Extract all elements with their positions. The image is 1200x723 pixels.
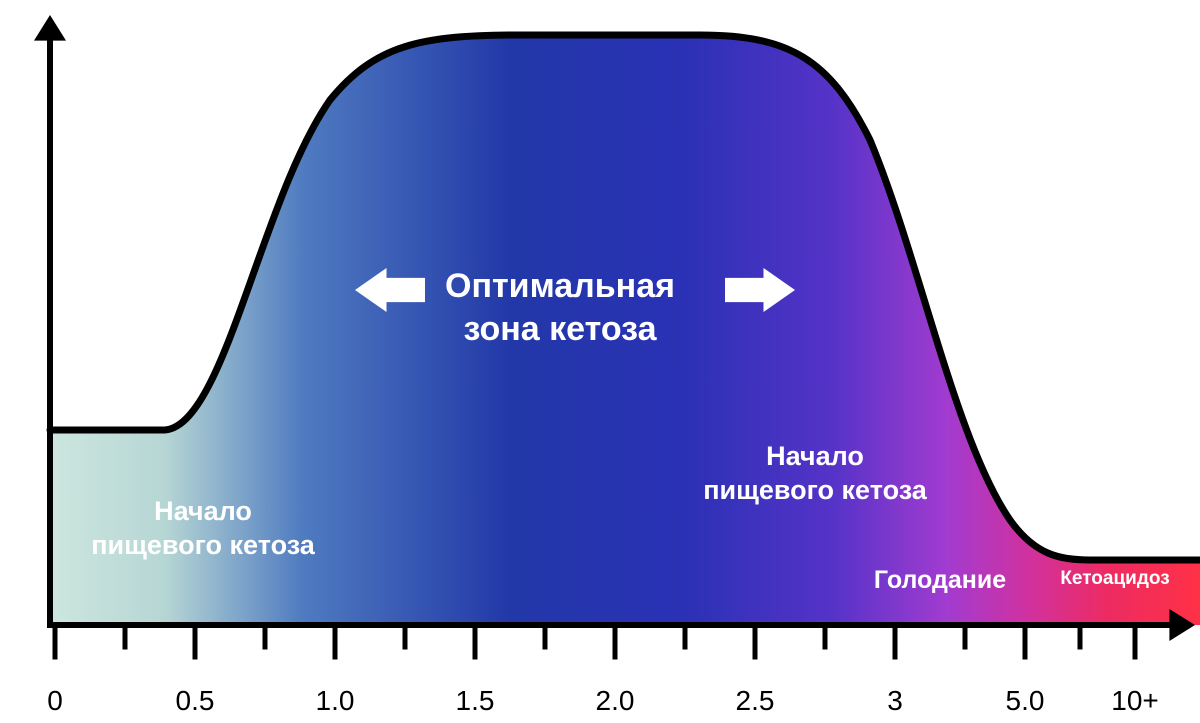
ketosis-curve-chart [0,0,1200,723]
label-start-left: Начало пищевого кетоза [53,495,353,563]
x-tick-label: 0 [47,685,63,717]
x-ticks [55,625,1135,657]
label-ketoacidosis: Кетоацидоз [1035,567,1195,591]
x-tick-label: 2.5 [736,685,775,717]
x-tick-label: 2.0 [596,685,635,717]
label-fasting: Голодание [840,565,1040,596]
label-optimal-zone: Оптимальная зона кетоза [420,265,700,350]
label-start-right: Начало пищевого кетоза [665,440,965,508]
x-tick-label: 10+ [1111,685,1159,717]
x-tick-label: 5.0 [1006,685,1045,717]
x-tick-label: 1.0 [316,685,355,717]
x-tick-label: 3 [887,685,903,717]
x-tick-label: 0.5 [176,685,215,717]
chart-canvas: Оптимальная зона кетоза Начало пищевого … [0,0,1200,723]
x-tick-label: 1.5 [456,685,495,717]
